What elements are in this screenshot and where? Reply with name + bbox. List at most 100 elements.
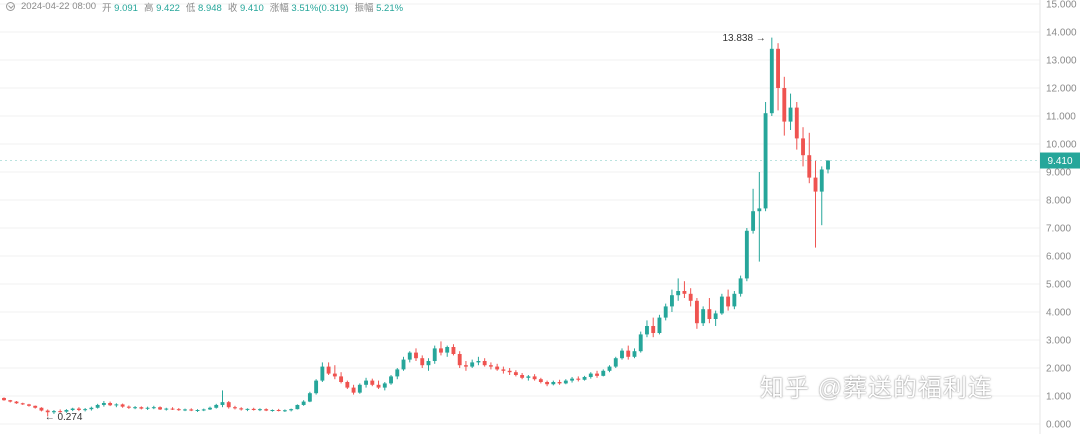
candle-body <box>638 334 643 352</box>
candle-body <box>401 359 406 370</box>
legend-amplitude: 振幅 5.21% <box>354 2 404 14</box>
candle-body <box>663 306 668 318</box>
y-tick-label: 10.000 <box>1046 140 1077 151</box>
candle-body <box>738 278 743 294</box>
candle-body <box>657 317 662 333</box>
candle-body <box>607 366 612 371</box>
candle-body <box>389 376 393 384</box>
candle-body <box>58 411 63 413</box>
candle-body <box>295 404 300 410</box>
candle-body <box>513 372 518 375</box>
candle-body <box>45 410 50 413</box>
y-tick-label: 2.000 <box>1046 364 1071 375</box>
candle-body <box>613 358 618 367</box>
y-tick-label: 7.000 <box>1046 224 1071 235</box>
candle-body <box>801 138 805 156</box>
candle-body <box>64 410 69 412</box>
candle-body <box>83 409 88 411</box>
high-marker-label: 13.838 → <box>722 33 765 44</box>
candle-body <box>33 405 38 408</box>
candle-body <box>264 409 269 411</box>
y-tick-label: 5.000 <box>1046 280 1071 291</box>
candle-body <box>751 211 756 231</box>
candle-body <box>164 408 169 410</box>
candle-body <box>251 408 256 410</box>
collapse-icon[interactable] <box>6 2 15 11</box>
candle-body <box>726 296 731 307</box>
candle-body <box>326 366 331 374</box>
ohlc-legend: 2024-04-22 08:00 开 9.091 高 9.422 低 8.948… <box>0 0 404 14</box>
y-tick-label: 11.000 <box>1046 112 1076 123</box>
candle-body <box>682 291 687 294</box>
y-tick-label: 14.000 <box>1046 28 1077 39</box>
candle-body <box>301 401 306 405</box>
candle-body <box>532 376 537 380</box>
candle-body <box>101 403 106 405</box>
candle-body <box>432 348 437 361</box>
candle-body <box>645 326 649 335</box>
candle-body <box>189 409 194 411</box>
candle-body <box>576 378 581 380</box>
candle-body <box>826 160 830 170</box>
candle-body <box>320 366 325 381</box>
candle-body <box>582 376 587 380</box>
candle-body <box>701 309 706 324</box>
candle-body <box>501 369 506 371</box>
candle-body <box>476 361 481 363</box>
candle-body <box>719 296 724 314</box>
candle-body <box>158 407 162 410</box>
candle-body <box>183 409 187 411</box>
candle-body <box>176 409 181 411</box>
candle-body <box>95 404 100 408</box>
candle-body <box>526 376 531 378</box>
candle-body <box>282 410 287 412</box>
candle-body <box>551 382 556 385</box>
candle-body <box>807 155 812 178</box>
candle-body <box>233 407 237 409</box>
candle-body <box>626 350 631 357</box>
candle-body <box>258 409 262 411</box>
y-tick-label: 15.000 <box>1046 0 1077 11</box>
candle-body <box>713 313 718 319</box>
candle-body <box>464 365 468 367</box>
candle-body <box>620 350 624 359</box>
candle-body <box>588 373 593 377</box>
y-tick-label: 0.000 <box>1046 420 1071 431</box>
candle-body <box>108 403 113 406</box>
candle-body <box>376 384 381 388</box>
candle-body <box>114 404 119 406</box>
y-tick-label: 12.000 <box>1046 84 1077 95</box>
candle-body <box>813 177 818 192</box>
candle-body <box>76 408 81 410</box>
candle-body <box>707 309 712 319</box>
candle-body <box>276 410 281 411</box>
candle-body <box>819 169 824 192</box>
candle-body <box>195 410 200 411</box>
y-tick-label: 4.000 <box>1046 308 1071 319</box>
candle-body <box>220 402 225 405</box>
candle-body <box>52 411 56 413</box>
candle-body <box>226 402 231 408</box>
candle-body <box>126 406 131 408</box>
candle-body <box>27 404 31 406</box>
current-price-label: 9.410 <box>1047 156 1072 167</box>
candle-body <box>788 107 793 122</box>
y-tick-label: 13.000 <box>1046 56 1077 67</box>
candle-body <box>470 362 475 367</box>
candle-body <box>488 365 493 367</box>
candle-body <box>2 397 6 401</box>
candle-body <box>270 410 275 411</box>
candle-body <box>632 351 637 357</box>
y-tick-label: 6.000 <box>1046 252 1071 263</box>
candle-body <box>676 291 681 296</box>
legend-low: 低 8.948 <box>185 2 222 14</box>
candle-body <box>482 361 487 366</box>
candle-body <box>370 380 375 385</box>
current-price-tag <box>1040 152 1080 169</box>
candle-body <box>451 347 456 354</box>
legend-close: 收 9.410 <box>227 2 264 14</box>
low-marker-label: ← 0.274 <box>45 412 83 423</box>
candle-body <box>151 407 156 409</box>
